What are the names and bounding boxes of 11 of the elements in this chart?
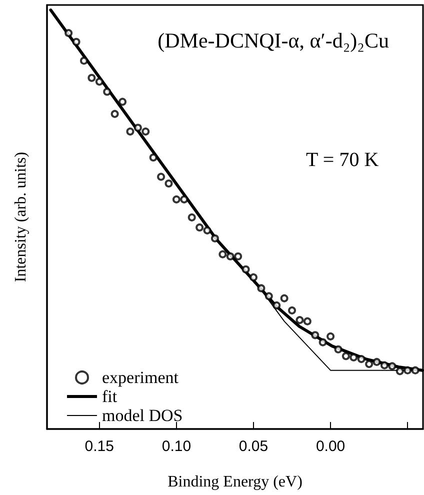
x-tick-label: 0.10 [162, 438, 192, 455]
legend-label: model DOS [102, 406, 183, 425]
x-tick-label: 0.05 [238, 438, 268, 455]
legend-label: fit [102, 387, 118, 406]
annotation: T = 70 K [306, 149, 380, 171]
text: (DMe-DCNQI-α, α′-d₂)₂Cu [158, 28, 390, 52]
legend-label: experiment [102, 368, 179, 387]
y-axis-title: Intensity (arb. units) [12, 152, 30, 282]
x-tick-label: 0.00 [316, 438, 346, 455]
x-tick-label: 0.15 [84, 438, 114, 455]
x-axis-title: Binding Energy (eV) [168, 474, 302, 490]
